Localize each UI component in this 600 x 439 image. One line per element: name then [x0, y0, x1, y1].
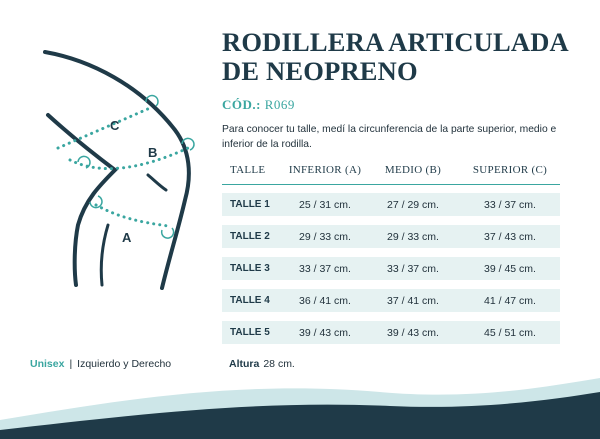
leg-outline-top	[43, 50, 191, 290]
header-superior: SUPERIOR (C)	[472, 164, 548, 176]
footer-separator: |	[69, 358, 73, 370]
title-line-2: DE NEOPRENO	[222, 56, 418, 86]
unisex-label: Unisex	[30, 358, 65, 370]
cell-size: TALLE 3	[230, 263, 270, 274]
label-a: A	[122, 230, 132, 245]
cell-superior: 39 / 45 cm.	[484, 263, 536, 275]
cell-size: TALLE 5	[230, 327, 270, 338]
code-label: CÓD.:	[222, 97, 261, 112]
cell-medio: 39 / 43 cm.	[387, 327, 439, 339]
cell-medio: 33 / 37 cm.	[387, 263, 439, 275]
header-divider	[222, 184, 560, 185]
header-talle: TALLE	[230, 164, 266, 176]
height-label: Altura	[229, 358, 260, 370]
cell-inferior: 25 / 31 cm.	[299, 199, 351, 211]
product-code: CÓD.: R069	[222, 97, 295, 113]
cell-size: TALLE 4	[230, 295, 270, 306]
kneecap-line	[146, 173, 168, 192]
size-table: TALLE 1 25 / 31 cm. 27 / 29 cm. 33 / 37 …	[222, 193, 560, 353]
cell-superior: 33 / 37 cm.	[484, 199, 536, 211]
cell-medio: 27 / 29 cm.	[387, 199, 439, 211]
cell-size: TALLE 1	[230, 199, 270, 210]
cell-inferior: 39 / 43 cm.	[299, 327, 351, 339]
measure-line-a	[94, 203, 170, 228]
table-row: TALLE 5 39 / 43 cm. 39 / 43 cm. 45 / 51 …	[222, 321, 560, 344]
sides-label: Izquierdo y Derecho	[77, 358, 172, 370]
cell-medio: 37 / 41 cm.	[387, 295, 439, 307]
table-header: TALLE INFERIOR (A) MEDIO (B) SUPERIOR (C…	[222, 164, 560, 186]
footer-height: Altura 28 cm.	[229, 358, 295, 370]
label-c: C	[110, 118, 120, 133]
footer-wave	[0, 378, 600, 439]
table-row: TALLE 3 33 / 37 cm. 33 / 37 cm. 39 / 45 …	[222, 257, 560, 280]
arrow-icon	[160, 227, 175, 239]
cell-superior: 41 / 47 cm.	[484, 295, 536, 307]
measure-line-c	[56, 106, 152, 150]
table-row: TALLE 4 36 / 41 cm. 37 / 41 cm. 41 / 47 …	[222, 289, 560, 312]
cell-size: TALLE 2	[230, 231, 270, 242]
leg-outline-back	[46, 113, 119, 287]
intro-text: Para conocer tu talle, medí la circunfer…	[222, 124, 557, 150]
cell-inferior: 36 / 41 cm.	[299, 295, 351, 307]
code-value: R069	[264, 97, 295, 112]
cell-inferior: 29 / 33 cm.	[299, 231, 351, 243]
arrow-icon	[89, 195, 103, 209]
header-inferior: INFERIOR (A)	[288, 164, 362, 176]
cell-inferior: 33 / 37 cm.	[299, 263, 351, 275]
header-medio: MEDIO (B)	[384, 164, 442, 176]
arrow-icon	[77, 155, 91, 169]
measure-line-b	[68, 146, 190, 171]
footer-gender: Unisex | Izquierdo y Derecho	[30, 358, 171, 370]
table-row: TALLE 1 25 / 31 cm. 27 / 29 cm. 33 / 37 …	[222, 193, 560, 216]
product-title: RODILLERA ARTICULADA DE NEOPRENO	[222, 28, 592, 86]
knee-diagram: C B A	[43, 50, 195, 290]
title-line-1: RODILLERA ARTICULADA	[222, 27, 569, 57]
height-value: 28 cm.	[263, 358, 295, 370]
cell-superior: 37 / 43 cm.	[484, 231, 536, 243]
label-b: B	[148, 145, 157, 160]
arrow-icon	[145, 94, 159, 107]
table-row: TALLE 2 29 / 33 cm. 29 / 33 cm. 37 / 43 …	[222, 225, 560, 248]
shin-line	[99, 223, 110, 287]
arrow-icon	[181, 137, 195, 151]
cell-superior: 45 / 51 cm.	[484, 327, 536, 339]
cell-medio: 29 / 33 cm.	[387, 231, 439, 243]
